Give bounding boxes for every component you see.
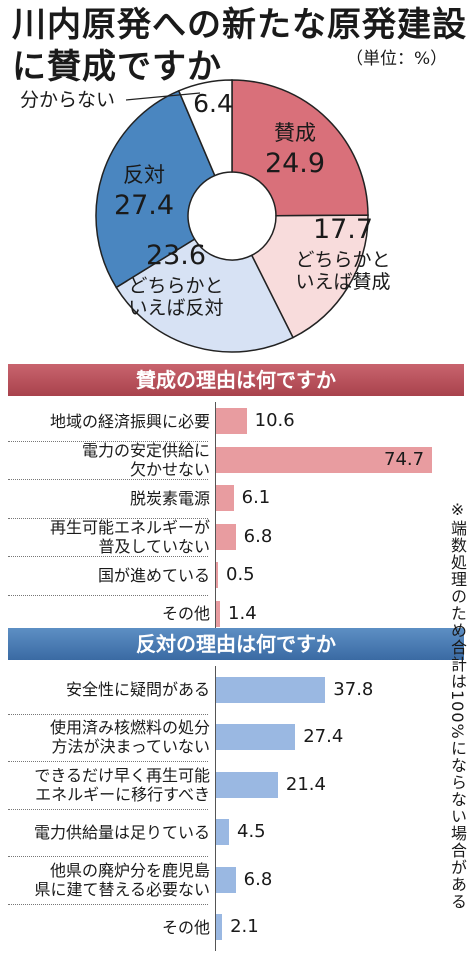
bar-value: 21.4 xyxy=(285,773,326,795)
bar-value: 2.1 xyxy=(230,916,259,938)
row-separator xyxy=(8,808,208,810)
donut-slice-3 xyxy=(95,89,216,289)
bar-label: できるだけ早く再生可能 エネルギーに移行すべき xyxy=(34,766,210,804)
bar-label-line: 他県の廃炉分を鹿児島 xyxy=(49,860,210,880)
bar-label-line: 安全性に疑問がある xyxy=(65,680,210,700)
bar-label: 安全性に疑問がある xyxy=(66,680,210,699)
donut-label-3: 反対 xyxy=(123,163,165,187)
bar xyxy=(216,408,247,435)
bar xyxy=(216,600,221,627)
donut-value-2: 23.6 xyxy=(146,240,206,271)
donut-value-3: 27.4 xyxy=(114,190,174,221)
bar-label-line: エネルギーに移行すべき xyxy=(35,784,210,804)
bar-value: 4.5 xyxy=(237,821,266,843)
bar-value: 0.5 xyxy=(226,564,255,586)
donut-label-0: 賛成 xyxy=(274,121,316,145)
bar xyxy=(216,676,326,703)
footnote: ※端数処理のため合計は100%にならない場合がある xyxy=(448,500,467,910)
donut-label-1-0: どちらかと xyxy=(295,249,390,271)
bar xyxy=(216,771,278,798)
bar-value: 27.4 xyxy=(303,726,344,748)
bar-label-line: その他 xyxy=(161,604,210,624)
title-line-1: 川内原発への新たな原発建設 xyxy=(12,5,467,45)
bar-label: 国が進めている xyxy=(98,566,210,585)
row-separator xyxy=(8,856,208,857)
donut-value-0: 24.9 xyxy=(265,148,325,179)
bar-label: その他 xyxy=(162,604,210,623)
bar-value: 6.8 xyxy=(243,868,273,890)
row-separator xyxy=(8,903,208,905)
oppose-reasons-header: 反対の理由は何ですか xyxy=(8,628,464,660)
bar-label: 脱炭素電源 xyxy=(130,489,210,508)
bar-label-line: 脱炭素電源 xyxy=(129,488,210,508)
row-separator xyxy=(8,479,208,480)
row-separator xyxy=(8,556,208,557)
bar xyxy=(216,866,236,893)
bar-value: 6.1 xyxy=(241,487,271,509)
bar-label-line: 欠かせない xyxy=(129,459,210,479)
donut-label-1-1: いえば賛成 xyxy=(295,271,390,293)
bar-label-line: 電力供給量は足りている xyxy=(33,822,210,842)
bar-label: 電力供給量は足りている xyxy=(34,823,210,842)
donut-label-4: 分からない xyxy=(20,89,115,111)
bar-label: 地域の経済振興に必要 xyxy=(50,412,210,431)
row-separator xyxy=(8,440,208,442)
bar-label: その他 xyxy=(162,918,210,937)
donut-leader-line xyxy=(125,92,201,101)
bar xyxy=(216,523,236,550)
donut-slice-2 xyxy=(115,238,294,353)
bar-label-line: 地域の経済振興に必要 xyxy=(49,411,210,431)
bar-axis xyxy=(215,666,216,951)
row-separator xyxy=(8,594,208,596)
donut-slice-1 xyxy=(250,214,369,339)
bar-label-line: 方法が決まっていない xyxy=(51,737,210,757)
bar-value: 6.8 xyxy=(243,525,273,547)
bar-value: 10.6 xyxy=(254,410,295,432)
bar-label: 使用済み核燃料の処分 方法が決まっていない xyxy=(50,718,210,756)
bar xyxy=(216,485,234,512)
bar-label-line: 使用済み核燃料の処分 xyxy=(49,718,210,738)
donut-label-2-1: いえば反対 xyxy=(128,297,223,319)
bar-label-line: 国が進めている xyxy=(97,565,210,585)
bar-value: 1.4 xyxy=(228,602,257,624)
donut-value-1: 17.7 xyxy=(313,214,373,245)
unit-label: （単位：%） xyxy=(346,49,448,69)
bar-label-line: 再生可能エネルギーが xyxy=(49,517,210,537)
donut-slice-4 xyxy=(177,79,233,177)
bar-label-line: その他 xyxy=(161,917,210,937)
bar xyxy=(216,446,432,473)
bar-label: 電力の安定供給に 欠かせない xyxy=(82,441,210,479)
row-separator xyxy=(8,761,208,762)
bar-label-line: 電力の安定供給に xyxy=(81,440,210,460)
row-separator xyxy=(8,713,208,715)
donut-label-2-0: どちらかと xyxy=(128,275,223,297)
bar xyxy=(216,562,218,589)
donut-slice-0 xyxy=(231,79,369,217)
bar xyxy=(216,914,223,941)
donut-value-4: 6.4 xyxy=(193,89,233,118)
bar xyxy=(216,819,229,846)
chart-title: 川内原発への新たな原発建設 に賛成ですか xyxy=(12,4,467,88)
title-line-2: に賛成ですか xyxy=(12,47,222,87)
bar-label-line: 普及していない xyxy=(98,536,210,556)
bar-label-line: できるだけ早く再生可能 xyxy=(34,765,210,785)
bar-axis xyxy=(215,402,216,633)
bar-value: 37.8 xyxy=(333,678,374,700)
bar-label: 他県の廃炉分を鹿児島 県に建て替える必要ない xyxy=(34,861,210,899)
bar xyxy=(216,724,296,751)
bar-value: 74.7 xyxy=(384,448,425,470)
row-separator xyxy=(8,517,208,519)
bar-label-line: 県に建て替える必要ない xyxy=(34,879,210,899)
bar-label: 再生可能エネルギーが 普及していない xyxy=(50,518,210,556)
support-reasons-header: 賛成の理由は何ですか xyxy=(8,364,464,396)
donut-chart: 賛成24.917.7どちらかといえば賛成23.6どちらかといえば反対反対27.4… xyxy=(20,79,391,353)
